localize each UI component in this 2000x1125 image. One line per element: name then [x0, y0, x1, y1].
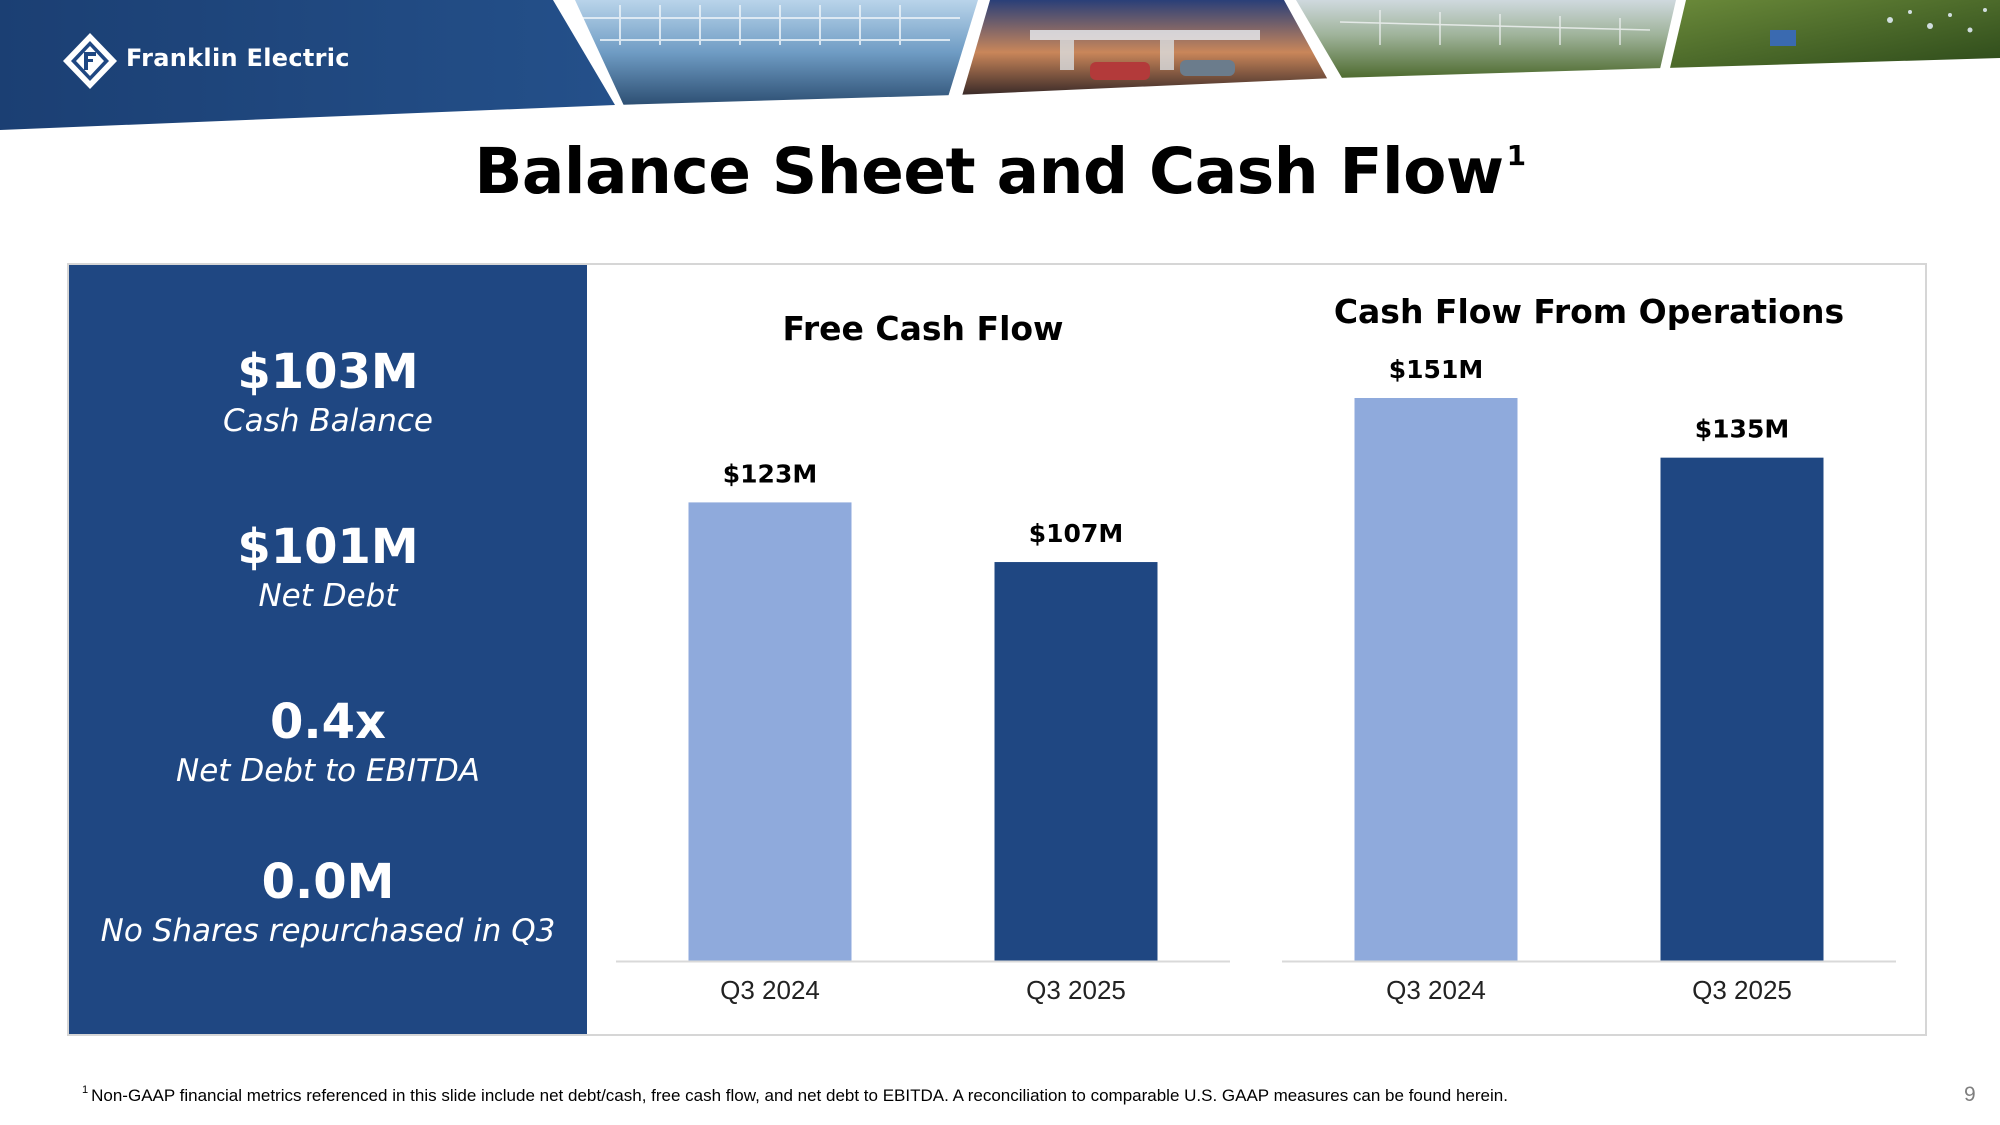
data-label: $151M	[1389, 355, 1483, 384]
slide-title: Balance Sheet and Cash Flow 1	[0, 135, 2000, 208]
kpi-net-debt-to-ebitda: 0.4x Net Debt to EBITDA	[69, 693, 587, 791]
franklin-electric-logo-icon	[63, 33, 117, 89]
data-label: $107M	[1029, 519, 1123, 548]
bar	[994, 562, 1158, 961]
data-label: $123M	[723, 459, 817, 488]
chart-title: Free Cash Flow	[782, 309, 1063, 348]
x-tick-label: Q3 2025	[1692, 975, 1792, 1005]
kpi-value: 0.4x	[270, 694, 386, 750]
bar	[1660, 457, 1824, 961]
kpi-panel: $103M Cash Balance $101M Net Debt 0.4x N…	[69, 265, 587, 1034]
x-tick-label: Q3 2025	[1026, 975, 1126, 1005]
data-label: $135M	[1695, 415, 1789, 444]
x-tick-label: Q3 2024	[1386, 975, 1486, 1005]
title-footnote-marker: 1	[1506, 139, 1526, 172]
kpi-label: Cash Balance	[223, 403, 433, 439]
slide-title-text: Balance Sheet and Cash Flow	[474, 135, 1504, 208]
kpi-share-repurchases: 0.0M No Shares repurchased in Q3	[69, 853, 587, 951]
kpi-value: 0.0M	[261, 854, 395, 910]
page-number: 9	[1964, 1083, 1976, 1106]
kpi-value: $101M	[237, 519, 419, 575]
company-name: Franklin Electric	[126, 44, 350, 72]
footnote: 1 Non-GAAP financial metrics referenced i…	[82, 1084, 1508, 1106]
chart-free-cash-flow: Free Cash Flow $123M Q3 2024 $107M Q3 2025	[616, 309, 1230, 1005]
kpi-label: No Shares repurchased in Q3	[100, 913, 556, 949]
kpi-label: Net Debt	[258, 578, 398, 614]
bar	[1354, 398, 1518, 961]
kpi-value: $103M	[237, 344, 419, 400]
bar	[688, 502, 852, 961]
footnote-text: Non-GAAP financial metrics referenced in…	[91, 1086, 1508, 1105]
chart-title: Cash Flow From Operations	[1334, 292, 1844, 331]
kpi-net-debt: $101M Net Debt	[69, 518, 587, 616]
footnote-marker: 1	[82, 1084, 89, 1096]
chart-cash-flow-from-operations: Cash Flow From Operations $151M Q3 2024 $13…	[1282, 292, 1896, 1005]
x-tick-label: Q3 2024	[720, 975, 820, 1005]
kpi-label: Net Debt to EBITDA	[176, 753, 480, 789]
kpi-cash-balance: $103M Cash Balance	[69, 343, 587, 441]
header-banner	[0, 0, 2000, 130]
